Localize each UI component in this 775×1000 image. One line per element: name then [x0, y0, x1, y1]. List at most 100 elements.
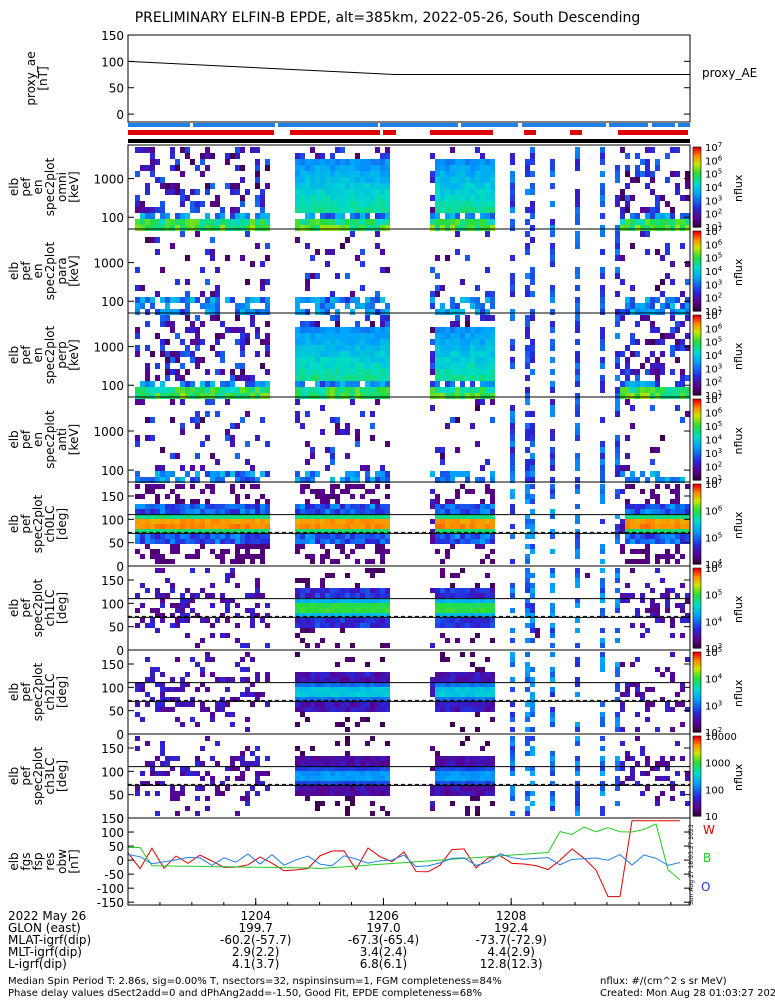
heatmap-cell [180, 484, 185, 489]
heatmap-cell [260, 549, 265, 554]
heatmap-cell [670, 781, 675, 786]
heatmap-cell [375, 603, 380, 608]
heatmap-cell [525, 588, 530, 593]
heatmap-cell [620, 529, 625, 534]
heatmap-cell [265, 303, 270, 309]
heatmap-cell [380, 189, 385, 195]
heatmap-cell [265, 351, 270, 357]
heatmap-cell [205, 399, 210, 405]
heatmap-cell [170, 588, 175, 593]
heatmap-cell [185, 539, 190, 544]
heatmap-cell [385, 183, 390, 189]
heatmap-cell [450, 195, 455, 201]
heatmap-cell [235, 613, 240, 618]
heatmap-cell [295, 682, 300, 687]
heatmap-cell [215, 677, 220, 682]
colorbar-swatch [693, 496, 701, 499]
heatmap-cell [310, 183, 315, 189]
heatmap-cell [175, 717, 180, 722]
heatmap-cell [295, 618, 300, 623]
heatmap-cell [525, 514, 530, 519]
heatmap-cell [615, 712, 620, 717]
heatmap-cell [685, 219, 690, 225]
colorbar-tick-label: 103 [705, 194, 722, 207]
heatmap-cell [455, 573, 460, 578]
colorbar-swatch [693, 506, 701, 509]
heatmap-cell [330, 489, 335, 494]
heatmap-cell [380, 623, 385, 628]
heatmap-cell [440, 471, 445, 477]
heatmap-cell [375, 549, 380, 554]
heatmap-cell [365, 357, 370, 363]
heatmap-cell [600, 195, 605, 201]
heatmap-cell [465, 387, 470, 393]
heatmap-cell [460, 387, 465, 393]
heatmap-cell [450, 297, 455, 303]
heatmap-cell [615, 539, 620, 544]
heatmap-cell [510, 339, 515, 345]
heatmap-cell [345, 717, 350, 722]
heatmap-cell [250, 593, 255, 598]
heatmap-cell [145, 435, 150, 441]
colorbar-swatch [693, 211, 701, 214]
heatmap-cell [575, 514, 580, 519]
heatmap-cell [375, 345, 380, 351]
heatmap-cell [160, 618, 165, 623]
heatmap-cell [325, 499, 330, 504]
heatmap-cell [510, 435, 515, 441]
heatmap-cell [475, 147, 480, 153]
heatmap-cell [240, 255, 245, 261]
heatmap-cell [145, 393, 150, 399]
heatmap-cell [490, 504, 495, 509]
heatmap-cell [480, 387, 485, 393]
heatmap-cell [235, 363, 240, 369]
heatmap-cell [550, 707, 555, 712]
heatmap-cell [250, 387, 255, 393]
heatmap-cell [240, 351, 245, 357]
heatmap-cell [650, 529, 655, 534]
heatmap-cell [460, 598, 465, 603]
heatmap-cell [300, 477, 305, 483]
heatmap-cell [430, 801, 435, 806]
heatmap-cell [465, 225, 470, 231]
heatmap-cell [265, 524, 270, 529]
heatmap-cell [215, 267, 220, 273]
colorbar-swatch [693, 361, 701, 364]
heatmap-cell [335, 524, 340, 529]
heatmap-cell [490, 399, 495, 405]
heatmap-cell [160, 519, 165, 524]
heatmap-cell [180, 477, 185, 483]
heatmap-cell [365, 761, 370, 766]
heatmap-cell [465, 766, 470, 771]
heatmap-cell [135, 399, 140, 405]
heatmap-cell [635, 351, 640, 357]
heatmap-cell [205, 153, 210, 159]
heatmap-cell [370, 177, 375, 183]
heatmap-cell [230, 225, 235, 231]
heatmap-cell [675, 309, 680, 315]
heatmap-cell [615, 776, 620, 781]
heatmap-cell [575, 489, 580, 494]
heatmap-cell [645, 756, 650, 761]
heatmap-cell [195, 339, 200, 345]
heatmap-cell [370, 333, 375, 339]
heatmap-cell [530, 279, 535, 285]
heatmap-cell [360, 375, 365, 381]
heatmap-cell [360, 285, 365, 291]
heatmap-cell [490, 219, 495, 225]
heatmap-cell [205, 303, 210, 309]
heatmap-cell [370, 303, 375, 309]
heatmap-cell [380, 756, 385, 761]
heatmap-cell [305, 682, 310, 687]
heatmap-cell [530, 339, 535, 345]
heatmap-cell [530, 499, 535, 504]
colorbar-swatch [693, 179, 701, 182]
heatmap-cell [375, 687, 380, 692]
colorbar-swatch [693, 702, 701, 705]
heatmap-cell [220, 207, 225, 213]
heatmap-cell [325, 393, 330, 399]
heatmap-cell [160, 687, 165, 692]
heatmap-cell [525, 638, 530, 643]
heatmap-cell [485, 297, 490, 303]
